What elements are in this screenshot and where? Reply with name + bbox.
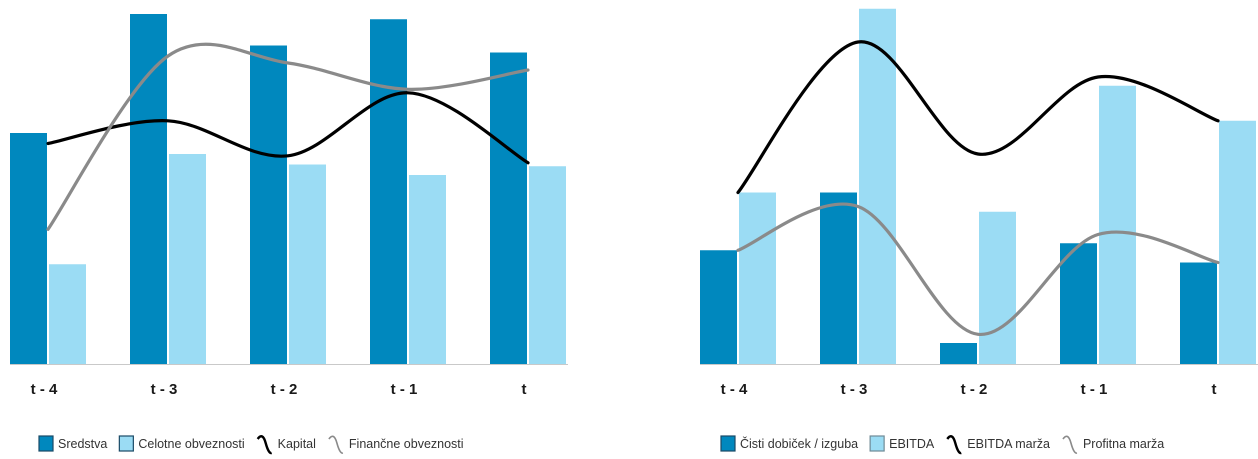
legend-label-profitna-marza: Profitna marža bbox=[1083, 437, 1164, 451]
bar-celotne-obveznosti-t-2 bbox=[289, 164, 326, 364]
legend-assets-liabilities: Sredstva Celotne obveznosti Kapital Finančn… bbox=[38, 435, 464, 455]
legend-swatch-celotne-obveznosti bbox=[118, 435, 134, 452]
line-ebitda-marza bbox=[736, 40, 1220, 195]
profit-ebitda-chart: t - 4 t - 3 t - 2 t - 1 t bbox=[700, 8, 1258, 398]
bar-sredstva-t-4 bbox=[10, 133, 47, 364]
bar-ebitda-t-2 bbox=[979, 211, 1016, 364]
legend-item-celotne-obveznosti: Celotne obveznosti bbox=[118, 435, 245, 452]
tick-label-t-2: t - 2 bbox=[961, 381, 988, 398]
bar-ebitda-t bbox=[1219, 120, 1256, 364]
tick-label-t-3: t - 3 bbox=[151, 381, 178, 398]
tick-label-t: t bbox=[1212, 381, 1217, 398]
legend-swatch-kapital bbox=[256, 435, 273, 455]
tick-label-t: t bbox=[522, 381, 527, 398]
bar-sredstva-t bbox=[490, 52, 527, 364]
line-kapital bbox=[46, 91, 530, 165]
bar-celotne-obveznosti-t-4 bbox=[49, 264, 86, 364]
bar-celotne-obveznosti-t-3 bbox=[169, 154, 206, 364]
legend-item-financne-obveznosti: Finančne obveznosti bbox=[328, 435, 464, 454]
bar-ebitda-t-4 bbox=[739, 192, 776, 364]
legend-item-sredstva: Sredstva bbox=[38, 435, 107, 452]
bar-cisti-dobicek-izguba-t-1 bbox=[1060, 243, 1097, 364]
legend-profit-ebitda: Čisti dobiček / izguba EBITDA EBITDA marža… bbox=[720, 435, 1164, 455]
tick-label-t-4: t - 4 bbox=[31, 381, 58, 398]
tick-label-t-4: t - 4 bbox=[721, 381, 748, 398]
legend-label-financne-obveznosti: Finančne obveznosti bbox=[349, 437, 464, 451]
legend-label-kapital: Kapital bbox=[278, 437, 316, 451]
line-financne-obveznosti bbox=[46, 42, 530, 231]
line-profitna-marza bbox=[736, 202, 1220, 336]
legend-item-profitna-marza: Profitna marža bbox=[1062, 435, 1164, 454]
bar-cisti-dobicek-izguba-t-3 bbox=[820, 192, 857, 364]
legend-swatch-financne-obveznosti bbox=[328, 435, 344, 454]
bar-cisti-dobicek-izguba-t bbox=[1180, 262, 1217, 364]
legend-label-ebitda: EBITDA bbox=[889, 437, 935, 451]
bar-sredstva-t-1 bbox=[370, 19, 407, 364]
legend-swatch-sredstva bbox=[38, 435, 54, 452]
legend-item-ebitda-marza: EBITDA marža bbox=[946, 435, 1050, 455]
legend-label-cisti-dobicek-izguba: Čisti dobiček / izguba bbox=[740, 436, 858, 451]
tick-label-t-2: t - 2 bbox=[271, 381, 298, 398]
bar-cisti-dobicek-izguba-t-2 bbox=[940, 343, 977, 364]
bar-celotne-obveznosti-t-1 bbox=[409, 175, 446, 364]
legend-swatch-ebitda bbox=[869, 435, 885, 452]
legend-swatch-ebitda-marza bbox=[946, 435, 962, 455]
legend-label-celotne-obveznosti: Celotne obveznosti bbox=[138, 437, 244, 451]
bar-ebitda-t-1 bbox=[1099, 85, 1136, 364]
legend-item-kapital: Kapital bbox=[256, 435, 316, 455]
bar-sredstva-t-3 bbox=[130, 14, 167, 364]
legend-label-ebitda-marza: EBITDA marža bbox=[967, 437, 1050, 451]
legend-swatch-profitna-marza bbox=[1062, 435, 1078, 454]
legend-item-ebitda: EBITDA bbox=[869, 435, 935, 452]
tick-label-t-1: t - 1 bbox=[1081, 381, 1108, 398]
bar-cisti-dobicek-izguba-t-4 bbox=[700, 250, 737, 364]
tick-label-t-1: t - 1 bbox=[391, 381, 418, 398]
legend-item-cisti-dobicek-izguba: Čisti dobiček / izguba bbox=[720, 435, 858, 452]
tick-label-t-3: t - 3 bbox=[841, 381, 868, 398]
bar-celotne-obveznosti-t bbox=[529, 166, 566, 364]
legend-label-sredstva: Sredstva bbox=[58, 437, 107, 451]
bar-sredstva-t-2 bbox=[250, 45, 287, 364]
bar-ebitda-t-3 bbox=[859, 8, 896, 364]
assets-liabilities-chart: t - 4 t - 3 t - 2 t - 1 t bbox=[10, 14, 568, 398]
legend-swatch-cisti-dobicek-izguba bbox=[720, 435, 736, 452]
